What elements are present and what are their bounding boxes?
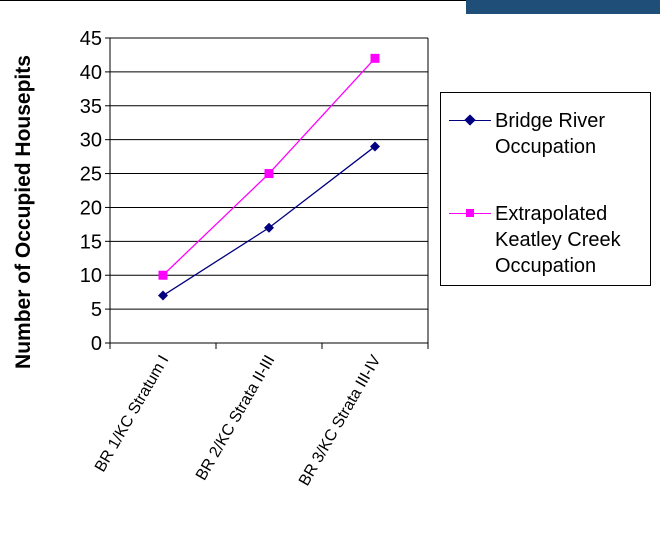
data-point-diamond [370, 141, 380, 152]
y-tick-label: 20 [80, 197, 102, 219]
data-point-square [158, 270, 168, 280]
x-tick-label: BR 2/KC Strata II-III [193, 353, 278, 484]
legend-label-bridge-river: Bridge River Occupation [495, 110, 606, 158]
data-point-diamond [158, 290, 168, 301]
y-tick-label: 0 [91, 333, 102, 355]
legend: Bridge River Occupation Extrapolated Kea… [440, 92, 651, 286]
y-tick-label: 35 [80, 96, 102, 118]
data-point-square [370, 53, 380, 63]
y-tick-label: 15 [80, 231, 102, 253]
y-tick-label: 40 [80, 62, 102, 84]
y-tick-label: 5 [91, 299, 102, 321]
legend-label-keatley-creek: Extrapolated Keatley Creek Occupation [495, 203, 621, 277]
legend-item-bridge-river: Bridge River Occupation [449, 110, 606, 160]
series-line [162, 57, 376, 276]
y-tick-label: 30 [80, 130, 102, 152]
x-tick-label: BR 1/KC Stratum I [92, 353, 173, 475]
series-line [162, 145, 376, 297]
legend-swatch-square [449, 204, 491, 224]
data-point-diamond [264, 222, 274, 233]
y-tick-label: 25 [80, 164, 102, 186]
y-tick-label: 10 [80, 265, 102, 287]
y-axis-label: Number of Occupied Housepits [12, 55, 35, 369]
legend-item-keatley-creek: Extrapolated Keatley Creek Occupation [449, 203, 621, 279]
x-tick-label: BR 3/KC Strata III-IV [296, 352, 385, 489]
data-point-square [264, 169, 274, 179]
top-rule [0, 0, 466, 1]
legend-swatch-diamond [449, 111, 491, 131]
y-tick-label: 45 [80, 28, 102, 50]
corner-tab [466, 0, 660, 14]
